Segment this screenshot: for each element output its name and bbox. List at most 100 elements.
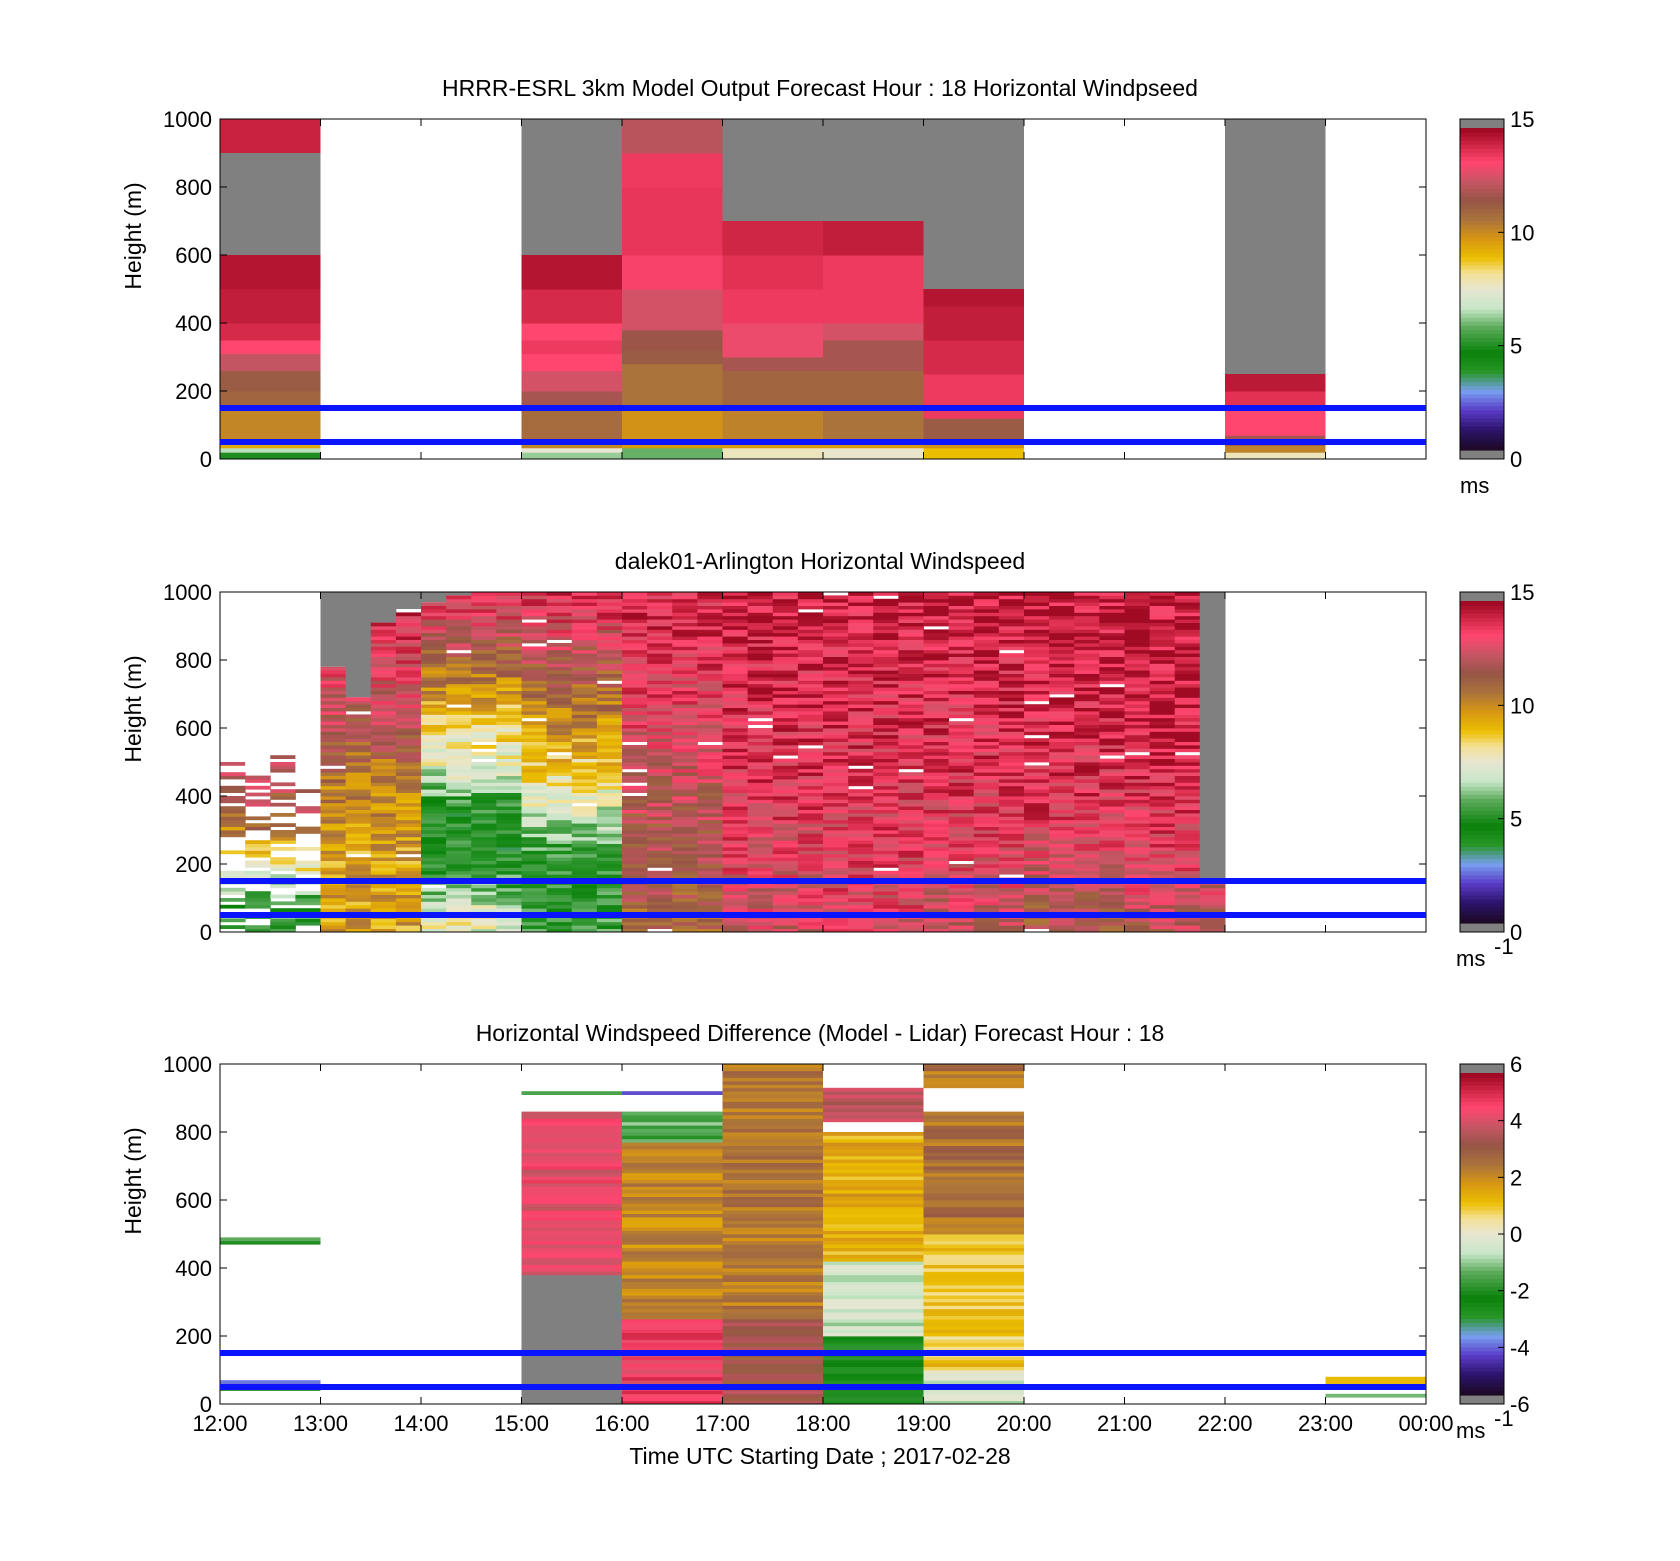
heatmap-cell [446, 646, 472, 651]
heatmap-cell [370, 904, 397, 909]
heatmap-cell [797, 690, 824, 695]
colorbar-swatch [1460, 625, 1504, 630]
heatmap-cell [546, 785, 573, 790]
nodata-cell [421, 592, 447, 603]
heatmap-cell [270, 894, 296, 899]
heatmap-cell [1049, 830, 1075, 834]
heatmap-cell [647, 680, 673, 685]
heatmap-cell [1174, 694, 1201, 698]
heatmap-cell [923, 1084, 1024, 1089]
heatmap-cell [1099, 649, 1125, 654]
heatmap-cell [747, 762, 774, 766]
heatmap-cell [898, 731, 924, 736]
heatmap-cell [245, 898, 271, 902]
colorbar-swatch [1460, 1314, 1504, 1320]
heatmap-cell [747, 823, 774, 827]
heatmap-cell [596, 772, 623, 776]
heatmap-cell [722, 1087, 823, 1092]
heatmap-cell [1124, 697, 1151, 702]
heatmap-cell [1099, 789, 1125, 793]
heatmap-cell [948, 768, 975, 773]
heatmap-cell [622, 1251, 723, 1255]
heatmap-cell [823, 1390, 924, 1395]
heatmap-cell [848, 918, 874, 923]
heatmap-cell [1174, 670, 1201, 674]
heatmap-cell [295, 901, 321, 906]
heatmap-cell [923, 289, 1024, 307]
heatmap-cell [1149, 755, 1176, 759]
heatmap-cell [722, 605, 749, 610]
heatmap-cell [622, 1312, 723, 1316]
heatmap-cell [1024, 874, 1050, 878]
heatmap-cell [998, 908, 1025, 912]
heatmap-cell [772, 646, 799, 651]
heatmap-cell [220, 785, 246, 790]
colorbar-swatch [1460, 329, 1504, 334]
heatmap-cell [923, 762, 950, 766]
heatmap-cell [596, 646, 623, 651]
heatmap-cell [722, 1390, 823, 1395]
heatmap-cell [370, 928, 397, 933]
heatmap-cell [571, 830, 598, 834]
heatmap-cell [521, 598, 548, 603]
heatmap-cell [722, 700, 749, 705]
y-tick-label: 600 [175, 243, 212, 268]
heatmap-cell [1149, 850, 1176, 855]
colorbar-swatch [1460, 289, 1504, 294]
heatmap-cell [722, 1356, 823, 1361]
heatmap-cell [1174, 768, 1201, 773]
heatmap-cell [848, 592, 874, 596]
heatmap-cell [1074, 660, 1100, 664]
heatmap-cell [1124, 925, 1151, 929]
heatmap-cell [772, 592, 799, 596]
heatmap-cell [923, 1356, 1024, 1361]
heatmap-cell [345, 768, 372, 773]
heatmap-cell [998, 683, 1025, 688]
heatmap-cell [421, 694, 447, 698]
heatmap-cell [1024, 853, 1050, 858]
heatmap-cell [873, 656, 899, 661]
heatmap-cell [1149, 813, 1176, 817]
heatmap-cell [295, 908, 321, 912]
heatmap-cell [471, 622, 497, 627]
heatmap-cell [873, 847, 899, 851]
heatmap-cell [1074, 683, 1100, 688]
heatmap-cell [345, 813, 372, 817]
heatmap-cell [973, 612, 1000, 617]
heatmap-cell [747, 768, 774, 773]
heatmap-cell [571, 809, 598, 814]
heatmap-cell [1074, 663, 1100, 668]
heatmap-cell [1124, 694, 1151, 698]
heatmap-cell [1024, 683, 1050, 688]
heatmap-cell [622, 1288, 723, 1293]
heatmap-cell [1024, 711, 1050, 715]
heatmap-cell [898, 656, 924, 661]
heatmap-cell [948, 823, 975, 827]
heatmap-cell [571, 738, 598, 742]
heatmap-cell [1099, 799, 1125, 804]
heatmap-cell [1149, 836, 1176, 841]
heatmap-cell [596, 762, 623, 766]
heatmap-cell [722, 847, 749, 851]
heatmap-cell [571, 609, 598, 613]
heatmap-cell [622, 1121, 723, 1126]
heatmap-cell [647, 813, 673, 817]
heatmap-cell [421, 792, 447, 797]
heatmap-cell [622, 1400, 723, 1405]
heatmap-cell [697, 724, 723, 729]
heatmap-cell [823, 1230, 924, 1235]
heatmap-cell [722, 1223, 823, 1228]
x-tick-label: 00:00 [1398, 1411, 1453, 1436]
heatmap-cell [1074, 694, 1100, 698]
heatmap-cell [1099, 605, 1125, 610]
heatmap-cell [622, 887, 648, 892]
heatmap-cell [521, 609, 548, 613]
heatmap-cell [395, 901, 422, 906]
heatmap-cell [672, 615, 698, 620]
heatmap-cell [1199, 921, 1226, 926]
heatmap-cell [697, 765, 723, 770]
heatmap-cell [823, 782, 849, 787]
heatmap-cell [1149, 779, 1176, 783]
heatmap-cell [1024, 806, 1050, 810]
